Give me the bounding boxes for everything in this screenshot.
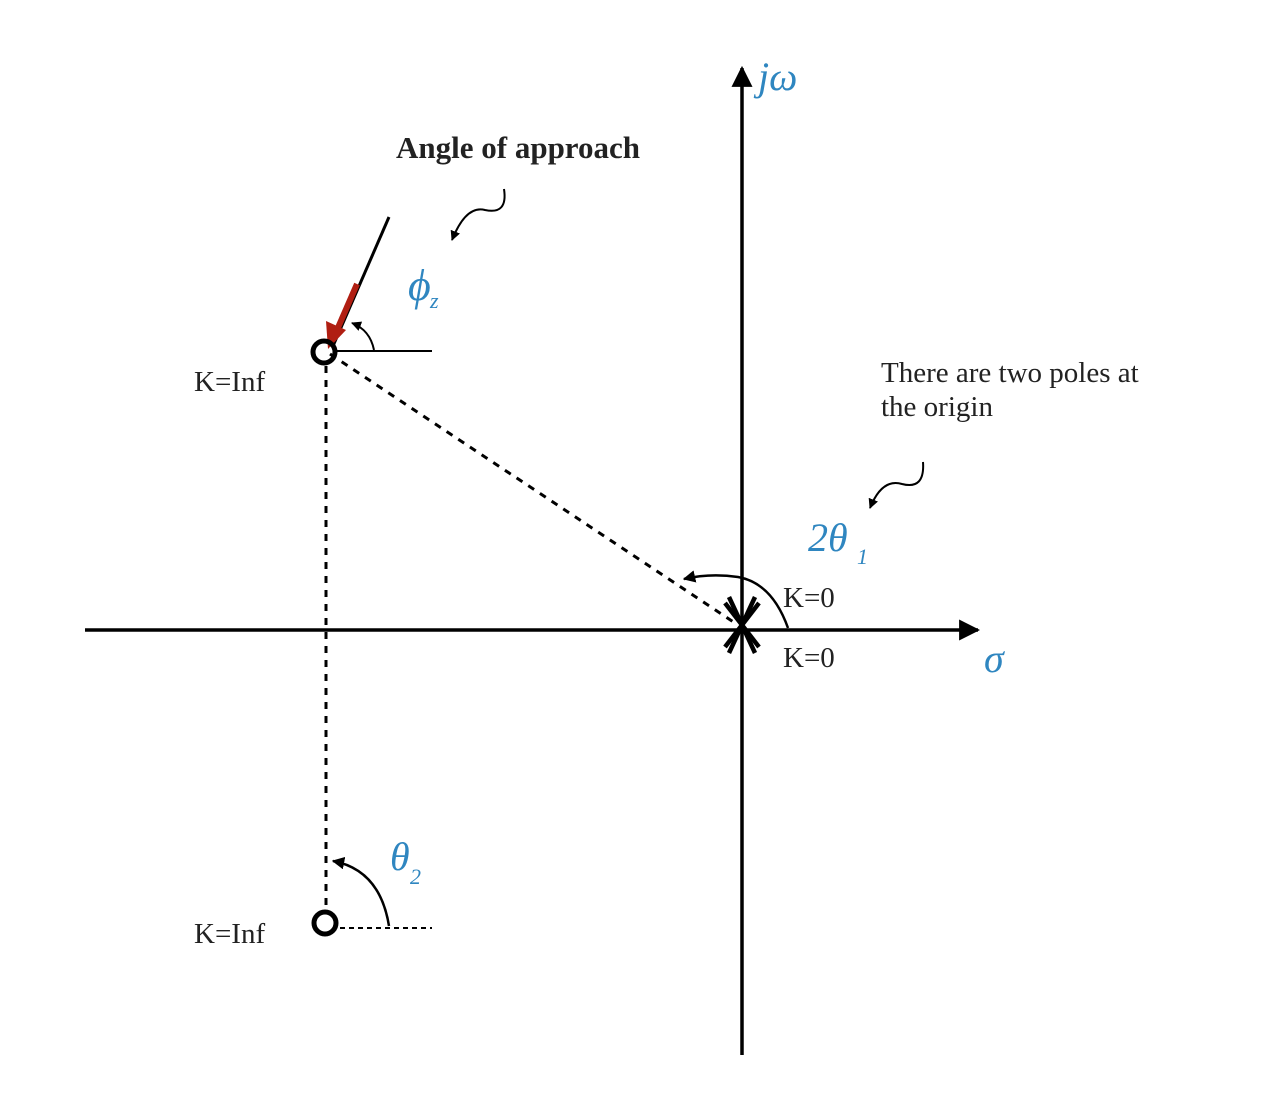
theta2-label: θ 2 (390, 834, 421, 889)
angle-of-approach-title: Angle of approach (396, 130, 640, 165)
phi-z-label: ϕ z (408, 261, 439, 313)
two-theta1-label: 2θ 1 (808, 515, 868, 569)
poles-note-line-1: There are two poles at (881, 357, 1139, 389)
approach-squiggle-arrow (450, 188, 506, 241)
theta2-symbol: θ (390, 834, 410, 879)
phi-symbol: ϕ (408, 261, 431, 310)
real-axis-label: σ (984, 636, 1005, 681)
upper-zero-gain-label: K=Inf (194, 366, 265, 398)
two-theta1-symbol: 2θ (808, 515, 848, 560)
two-theta1-subscript: 1 (857, 544, 868, 569)
phi-subscript: z (429, 288, 439, 313)
lower-zero-gain-label: K=Inf (194, 918, 265, 950)
pole-gain-label-lower: K=0 (783, 642, 835, 674)
double-pole-marker (723, 596, 761, 654)
dashed-line-zero-to-origin (329, 352, 739, 627)
two-theta1-angle-arc (682, 570, 790, 629)
poles-note-squiggle-arrow (868, 461, 925, 509)
theta2-subscript: 2 (410, 864, 421, 889)
imaginary-axis-label: jω (753, 54, 797, 99)
theta2-angle-arc (331, 856, 391, 927)
phi-angle-arc (351, 321, 375, 351)
pole-gain-label-upper: K=0 (783, 582, 835, 614)
approach-arrow (334, 282, 360, 332)
poles-note-line-2: the origin (881, 391, 993, 423)
lower-zero-marker (311, 909, 339, 937)
upper-zero-marker (310, 338, 338, 366)
